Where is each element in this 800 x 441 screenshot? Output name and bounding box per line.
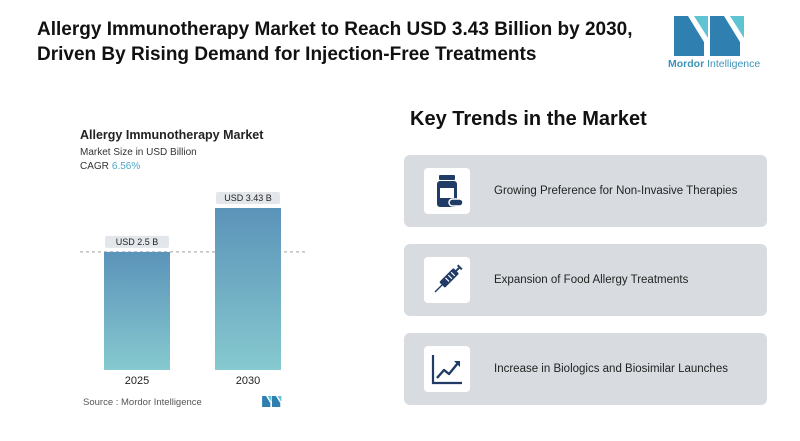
trend-card-biologics: Increase in Biologics and Biosimilar Lau… xyxy=(404,333,767,405)
data-label-box-2030 xyxy=(216,192,280,204)
chart-title: Allergy Immunotherapy Market xyxy=(80,128,264,142)
logo-wordmark: Mordor Intelligence xyxy=(668,58,768,70)
trend-label: Expansion of Food Allergy Treatments xyxy=(494,274,689,286)
headline-line-1: Allergy Immunotherapy Market to Reach US… xyxy=(37,19,633,40)
chart-subtitle: Market Size in USD Billion xyxy=(80,147,197,158)
trend-label: Growing Preference for Non-Invasive Ther… xyxy=(494,185,738,197)
chart-source: Source : Mordor Intelligence xyxy=(83,397,202,408)
medicine-bottle-icon xyxy=(424,168,470,214)
trend-label: Increase in Biologics and Biosimilar Lau… xyxy=(494,363,728,375)
data-label-2030: USD 3.43 B xyxy=(224,193,272,203)
bar-2030 xyxy=(215,208,281,370)
cagr-value: 6.56% xyxy=(111,161,141,172)
bar-2025 xyxy=(104,251,170,370)
mordor-logo-mark xyxy=(674,16,744,56)
headline-line-2: Driven By Rising Demand for Injection-Fr… xyxy=(37,44,537,65)
data-label-box-2025 xyxy=(105,235,169,248)
syringe-icon xyxy=(424,257,470,303)
headline: Allergy Immunotherapy Market to Reach US… xyxy=(37,17,647,67)
logo-brand-bold: Mordor xyxy=(668,58,705,70)
logo-brand-regular: Intelligence xyxy=(704,58,761,70)
x-tick-label-2025: 2025 xyxy=(125,375,149,387)
growth-chart-icon xyxy=(424,346,470,392)
mordor-mini-logo xyxy=(262,396,282,407)
trend-card-non-invasive: Growing Preference for Non-Invasive Ther… xyxy=(404,155,767,227)
data-label-2025: USD 2.5 B xyxy=(116,237,159,247)
bar-chart: USD 2.5 B 2025 USD 3.43 B 2030 xyxy=(80,192,306,387)
cagr-line: CAGR 6.56% xyxy=(80,161,140,172)
trends-title: Key Trends in the Market xyxy=(410,108,647,130)
x-tick-label-2030: 2030 xyxy=(236,375,260,387)
mordor-intelligence-logo: Mordor Intelligence xyxy=(668,16,760,72)
cagr-label: CAGR xyxy=(80,161,109,172)
trend-card-food-allergy: Expansion of Food Allergy Treatments xyxy=(404,244,767,316)
